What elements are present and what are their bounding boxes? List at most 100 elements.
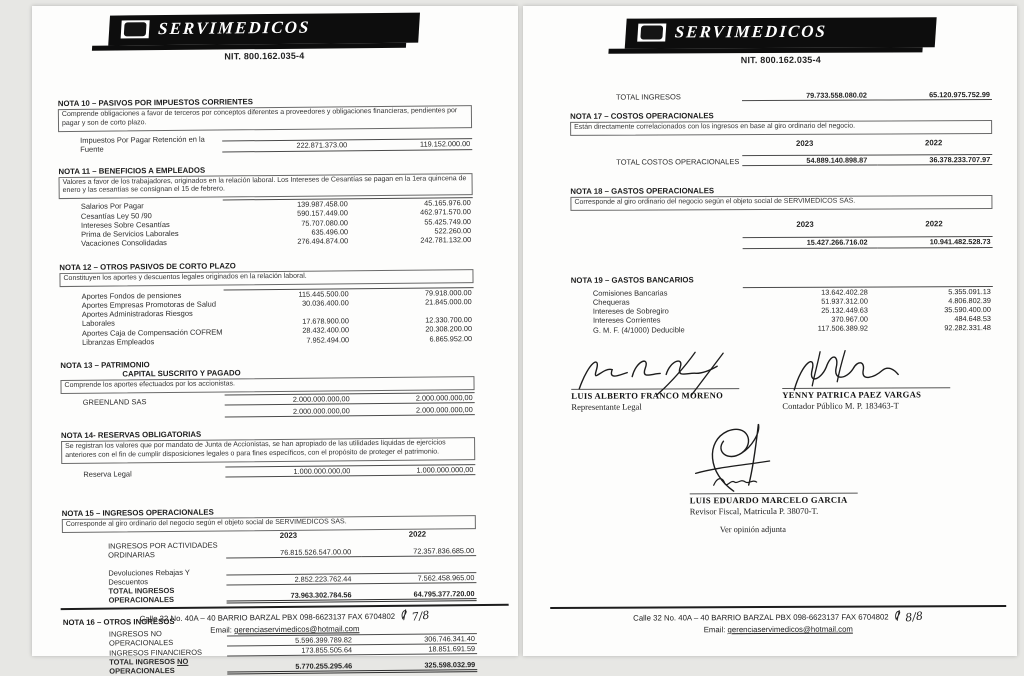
nota-18-section: NOTA 18 – GASTOS OPERACIONALES Correspon… bbox=[570, 185, 993, 249]
value-2023: 1.000.000.000,00 bbox=[293, 465, 351, 476]
row-values: 2.000.000.000,00 2.000.000.000,00 bbox=[224, 404, 475, 418]
table-row-total: TOTAL COSTOS OPERACIONALES 54.889.140.89… bbox=[570, 154, 993, 168]
table-row: Reserva Legal 1.000.000.000,00 1.000.000… bbox=[61, 463, 476, 479]
scanned-pages: SERVIMEDICOS NIT. 800.162.035-4 NOTA 10 … bbox=[0, 0, 1024, 656]
signer-role: Contador Público M. P. 183463-T bbox=[782, 400, 899, 411]
value-2022: 325.598.032.99 bbox=[424, 659, 476, 670]
value-2022: 18.851.691.59 bbox=[428, 643, 476, 654]
table-row: INGRESOS POR ACTIVIDADES ORDINARIAS 76.8… bbox=[62, 538, 477, 560]
label-part-underlined: NO bbox=[177, 656, 189, 666]
note-title: NOTA 19 – GASTOS BANCARIOS bbox=[570, 274, 694, 285]
value-2022: 5.355.091.13 bbox=[948, 286, 991, 296]
row-label: Chequeras bbox=[592, 297, 630, 307]
year-header-2022: 2022 bbox=[925, 219, 943, 229]
table-row: Impuestos Por Pagar Retención en la Fuen… bbox=[58, 132, 473, 154]
signer-name: YENNY PATRICA PAEZ VARGAS bbox=[782, 388, 922, 400]
row-values: 5.770.255.295.46 325.598.032.99 bbox=[227, 659, 478, 675]
nota-13-section: NOTA 13 – PATRIMONIO CAPITAL SUSCRITO Y … bbox=[60, 357, 475, 419]
signature-franco bbox=[578, 351, 724, 396]
row-values: 2.000.000.000,00 2.000.000.000,00 bbox=[224, 391, 475, 406]
row-values: 76.815.526.547.00.00 72.357.836.685.00 bbox=[226, 545, 477, 559]
row-label: Intereses Corrientes bbox=[592, 315, 661, 326]
value-2022: 92.282.331.48 bbox=[944, 323, 992, 333]
value-2022: 21.845.000.00 bbox=[425, 297, 472, 307]
footer-address-line: Calle 32 No. 40A – 40 BARRIO BARZAL PBX … bbox=[550, 609, 1006, 625]
footer-address: Calle 32 No. 40A – 40 BARRIO BARZAL PBX … bbox=[139, 611, 396, 624]
ambulance-emblem-icon bbox=[120, 20, 150, 39]
page-left: SERVIMEDICOS NIT. 800.162.035-4 NOTA 10 … bbox=[32, 6, 518, 676]
year-header-2022: 2022 bbox=[408, 529, 427, 539]
spacer bbox=[571, 249, 743, 250]
logo-text: SERVIMEDICOS bbox=[157, 17, 311, 39]
row-label bbox=[61, 418, 225, 420]
year-header-2023: 2023 bbox=[795, 138, 814, 148]
note-description: Valores a favor de los trabajadores, ori… bbox=[58, 172, 473, 200]
table-row: 15.427.266.716.02 10.941.482.528.73 bbox=[571, 236, 993, 249]
handwritten-page-number: 8/8 bbox=[904, 609, 925, 625]
value-2022: 4.806.802.39 bbox=[948, 295, 991, 306]
signatures-row: LUIS ALBERTO FRANCO MORENO Representante… bbox=[571, 349, 993, 411]
value-2023: 30.036.400.00 bbox=[302, 298, 349, 308]
year-header-2023: 2023 bbox=[796, 220, 814, 230]
row-values: 2023 2022 bbox=[742, 138, 992, 148]
row-label: TOTAL COSTOS OPERACIONALES bbox=[616, 157, 740, 168]
value-2022: 2.000.000.000,00 bbox=[415, 392, 473, 403]
pen-mark-icon bbox=[895, 609, 901, 621]
year-header-2023: 2023 bbox=[279, 530, 298, 540]
row-values: 117.506.389.92 92.282.331.48 bbox=[743, 323, 993, 333]
value-2022: 1.000.000.000,00 bbox=[416, 464, 474, 475]
footer-address-line: Calle 32 No. 40A – 40 BARRIO BARZAL PBX … bbox=[61, 608, 509, 626]
note-title: NOTA 17 – COSTOS OPERACIONALES bbox=[570, 111, 714, 122]
row-values: 7.952.494.00 6.865.952.00 bbox=[224, 334, 474, 346]
row-label: Reserva Legal bbox=[83, 469, 132, 479]
value-2022: 2.000.000.000,00 bbox=[415, 404, 473, 415]
signature-block-contador: YENNY PATRICA PAEZ VARGAS Contador Públi… bbox=[782, 349, 993, 411]
signer-name: LUIS ALBERTO FRANCO MORENO bbox=[571, 389, 724, 401]
row-values: 2023 2022 bbox=[743, 219, 993, 229]
nota-12-section: NOTA 12 – OTROS PASIVOS DE CORTO PLAZO C… bbox=[59, 259, 474, 347]
footer-email-line: Email: gerenciaservimedicos@hotmail.com bbox=[550, 624, 1006, 635]
handwritten-page-number: 7/8 bbox=[411, 608, 431, 624]
signature-paez bbox=[793, 349, 899, 391]
table-row-total: TOTAL INGRESOS OPERACIONALES 73.963.302.… bbox=[62, 583, 477, 605]
footer-address: Calle 32 No. 40A – 40 BARRIO BARZAL PBX … bbox=[633, 612, 889, 623]
value-2023: 222.871.373.00 bbox=[296, 140, 348, 151]
note-description: Se registran los valores que por mandato… bbox=[61, 437, 476, 464]
year-header-row: 2023 2022 bbox=[571, 219, 993, 230]
row-label: Intereses de Sobregiro bbox=[592, 306, 669, 316]
row-label: INGRESOS POR ACTIVIDADES ORDINARIAS bbox=[108, 540, 218, 560]
note-description: Corresponde al giro ordinario del negoci… bbox=[570, 195, 993, 212]
nota-17-section: NOTA 17 – COSTOS OPERACIONALES Están dir… bbox=[570, 110, 993, 168]
row-values: 73.963.302.784.56 64.795.377.720.00 bbox=[226, 588, 477, 604]
value-2023: 276.494.874.00 bbox=[297, 236, 349, 246]
nota-19-section: NOTA 19 – GASTOS BANCARIOS Comisiones Ba… bbox=[571, 274, 993, 335]
signature-block-revisor: LUIS EDUARDO MARCELO GARCIA Revisor Fisc… bbox=[571, 420, 993, 535]
value-2023: 73.963.302.784.56 bbox=[290, 589, 352, 600]
header: SERVIMEDICOS NIT. 800.162.035-4 bbox=[57, 12, 471, 63]
page-right: SERVIMEDICOS NIT. 800.162.035-4 TOTAL IN… bbox=[523, 6, 1017, 656]
row-values: 79.733.558.080.02 65.120.975.752.99 bbox=[741, 90, 992, 102]
row-label: TOTAL INGRESOS NO OPERACIONALES bbox=[63, 656, 227, 676]
emblem-core bbox=[123, 22, 147, 37]
value-2022: 7.562.458.965.00 bbox=[417, 572, 475, 583]
spacer bbox=[571, 230, 743, 231]
value-2023: 2.000.000.000,00 bbox=[292, 393, 350, 404]
value-2022: 242.781.132.00 bbox=[420, 235, 472, 245]
row-label: G. M. F. (4/1000) Deducible bbox=[592, 324, 685, 335]
servimedicos-logo: SERVIMEDICOS bbox=[108, 12, 420, 46]
opinion-note: Ver opinión adjunta bbox=[719, 524, 786, 534]
row-values: 1.000.000.000,00 1.000.000.000,00 bbox=[225, 463, 476, 478]
note-description: Comprende obligaciones a favor de tercer… bbox=[57, 105, 473, 132]
value-2023: 117.506.389.92 bbox=[817, 323, 869, 334]
row-values: 2.852.223.762.44 7.562.458.965.00 bbox=[226, 571, 477, 586]
row-values: 276.494.874.00 242.781.132.00 bbox=[223, 235, 473, 247]
value-2023: 76.815.526.547.00.00 bbox=[226, 546, 362, 559]
row-label: Comisiones Bancarias bbox=[592, 288, 668, 298]
note-description: Comprende los aportes efectuados por los… bbox=[60, 375, 475, 394]
value-2023: 5.596.399.789.82 bbox=[295, 634, 353, 645]
nit-number: NIT. 800.162.035-4 bbox=[224, 50, 305, 62]
servimedicos-logo: SERVIMEDICOS bbox=[624, 17, 937, 49]
row-values: 222.871.373.00 119.152.000.00 bbox=[222, 138, 473, 153]
page-right-content: SERVIMEDICOS NIT. 800.162.035-4 TOTAL IN… bbox=[522, 5, 1019, 657]
value-2022: 65.120.975.752.99 bbox=[876, 90, 992, 101]
